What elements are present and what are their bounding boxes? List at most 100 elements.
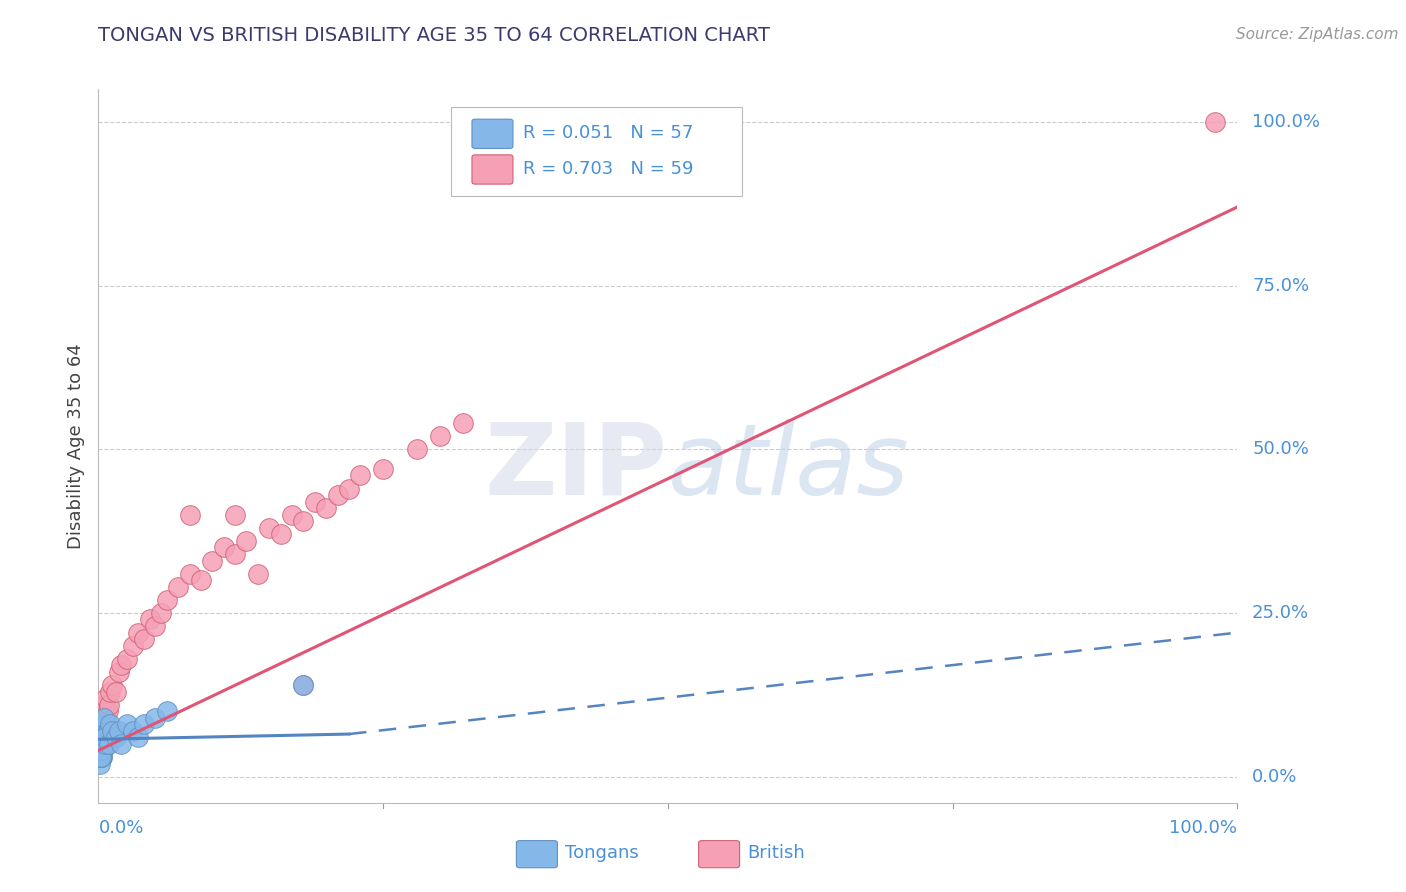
Point	[90, 750, 112, 764]
FancyBboxPatch shape	[516, 840, 557, 868]
Point	[349, 468, 371, 483]
Y-axis label: Disability Age 35 to 64: Disability Age 35 to 64	[66, 343, 84, 549]
Text: 25.0%: 25.0%	[1253, 604, 1309, 622]
Point	[89, 750, 111, 764]
Point	[292, 678, 315, 692]
Point	[94, 698, 117, 712]
Point	[246, 566, 269, 581]
Point	[104, 684, 127, 698]
Point	[98, 684, 121, 698]
Point	[94, 711, 117, 725]
Point	[97, 737, 120, 751]
Text: 0.0%: 0.0%	[98, 819, 143, 838]
Point	[90, 737, 112, 751]
Text: 75.0%: 75.0%	[1253, 277, 1309, 294]
FancyBboxPatch shape	[699, 840, 740, 868]
Text: 50.0%: 50.0%	[1253, 441, 1309, 458]
Point	[93, 737, 115, 751]
Text: 0.0%: 0.0%	[1253, 768, 1298, 786]
Point	[90, 743, 112, 757]
Point	[90, 731, 112, 745]
Text: atlas: atlas	[668, 419, 910, 516]
Point	[90, 737, 112, 751]
Point	[91, 737, 114, 751]
Point	[115, 717, 138, 731]
Point	[110, 737, 132, 751]
Point	[89, 743, 111, 757]
Point	[89, 743, 111, 757]
Point	[90, 743, 112, 757]
Point	[108, 723, 131, 738]
Point	[224, 547, 246, 561]
Point	[292, 678, 315, 692]
Text: R = 0.703   N = 59: R = 0.703 N = 59	[523, 161, 693, 178]
Point	[90, 743, 112, 757]
Text: Tongans: Tongans	[565, 844, 640, 862]
Point	[91, 743, 114, 757]
Point	[1204, 115, 1226, 129]
Point	[90, 731, 112, 745]
Text: 100.0%: 100.0%	[1170, 819, 1237, 838]
Point	[90, 731, 112, 745]
Point	[91, 717, 114, 731]
FancyBboxPatch shape	[451, 107, 742, 196]
Point	[96, 704, 118, 718]
Point	[115, 652, 138, 666]
Point	[90, 731, 112, 745]
Point	[90, 750, 112, 764]
Point	[90, 731, 112, 745]
Point	[91, 737, 114, 751]
Point	[94, 731, 117, 745]
Point	[201, 553, 224, 567]
Point	[90, 737, 112, 751]
Point	[292, 514, 315, 528]
Point	[371, 462, 394, 476]
Point	[138, 612, 160, 626]
Point	[326, 488, 349, 502]
Point	[90, 737, 112, 751]
Point	[89, 743, 111, 757]
Point	[110, 658, 132, 673]
Point	[145, 711, 167, 725]
Text: R = 0.051   N = 57: R = 0.051 N = 57	[523, 125, 693, 143]
Point	[89, 731, 111, 745]
Text: Source: ZipAtlas.com: Source: ZipAtlas.com	[1236, 27, 1399, 42]
Point	[212, 541, 235, 555]
Point	[89, 756, 111, 771]
Point	[90, 750, 112, 764]
Point	[156, 704, 179, 718]
Point	[93, 723, 115, 738]
Point	[406, 442, 429, 457]
Point	[90, 743, 112, 757]
Point	[270, 527, 292, 541]
Point	[304, 494, 326, 508]
Point	[96, 723, 118, 738]
Point	[121, 723, 143, 738]
Point	[90, 737, 112, 751]
Point	[90, 737, 112, 751]
Point	[90, 743, 112, 757]
FancyBboxPatch shape	[472, 120, 513, 148]
Text: ZIP: ZIP	[485, 419, 668, 516]
Point	[89, 743, 111, 757]
Point	[150, 606, 173, 620]
Point	[235, 533, 257, 548]
Point	[108, 665, 131, 679]
Point	[90, 743, 112, 757]
Point	[90, 731, 112, 745]
Point	[127, 625, 149, 640]
Point	[90, 737, 112, 751]
Point	[89, 731, 111, 745]
Point	[179, 566, 201, 581]
Point	[91, 737, 114, 751]
Point	[94, 737, 117, 751]
FancyBboxPatch shape	[472, 155, 513, 184]
Point	[89, 750, 111, 764]
Point	[127, 731, 149, 745]
Point	[132, 717, 155, 731]
Point	[101, 723, 124, 738]
Point	[96, 691, 118, 706]
Point	[190, 573, 212, 587]
Point	[90, 743, 112, 757]
Point	[90, 737, 112, 751]
